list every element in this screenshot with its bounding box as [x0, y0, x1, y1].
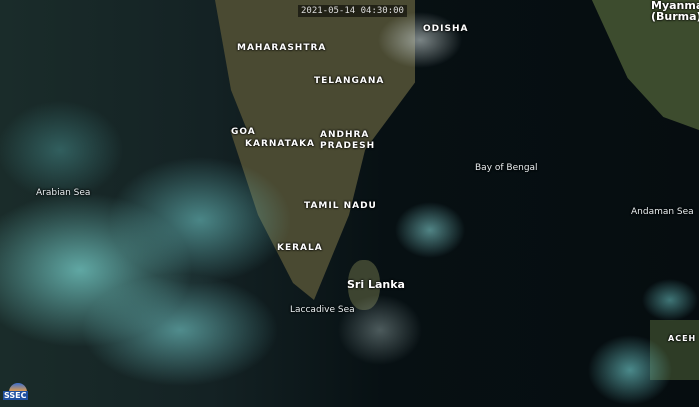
label-arabian-sea: Arabian Sea [36, 188, 91, 198]
label-bay-of-bengal: Bay of Bengal [475, 163, 538, 173]
label-tamil-nadu: TAMIL NADU [304, 201, 377, 211]
label-andaman-sea: Andaman Sea [631, 207, 694, 217]
label-andhra-line2: PRADESH [320, 141, 376, 151]
label-karnataka: KARNATAKA [245, 139, 316, 149]
label-maharashtra: MAHARASHTRA [237, 43, 327, 53]
label-aceh: ACEH [668, 334, 697, 343]
logo-arc-icon [9, 383, 27, 392]
label-myanmar-line2: (Burma) [651, 10, 699, 23]
ssec-logo: SSEC [3, 383, 33, 403]
label-andhra-line1: ANDHRA [320, 130, 370, 140]
logo-text: SSEC [3, 391, 28, 400]
label-andhra-pradesh: ANDHRA PRADESH [320, 130, 375, 152]
label-myanmar: Myanmar(Burma) [651, 0, 699, 22]
label-telangana: TELANGANA [314, 76, 385, 86]
label-myanmar-line1: Myanmar [651, 0, 699, 12]
label-kerala: KERALA [277, 243, 323, 253]
label-goa: GOA [231, 127, 256, 137]
label-sri-lanka: Sri Lanka [347, 278, 405, 291]
timestamp: 2021-05-14 04:30:00 [298, 5, 407, 17]
label-laccadive-sea: Laccadive Sea [290, 305, 355, 315]
label-odisha: ODISHA [423, 24, 469, 34]
